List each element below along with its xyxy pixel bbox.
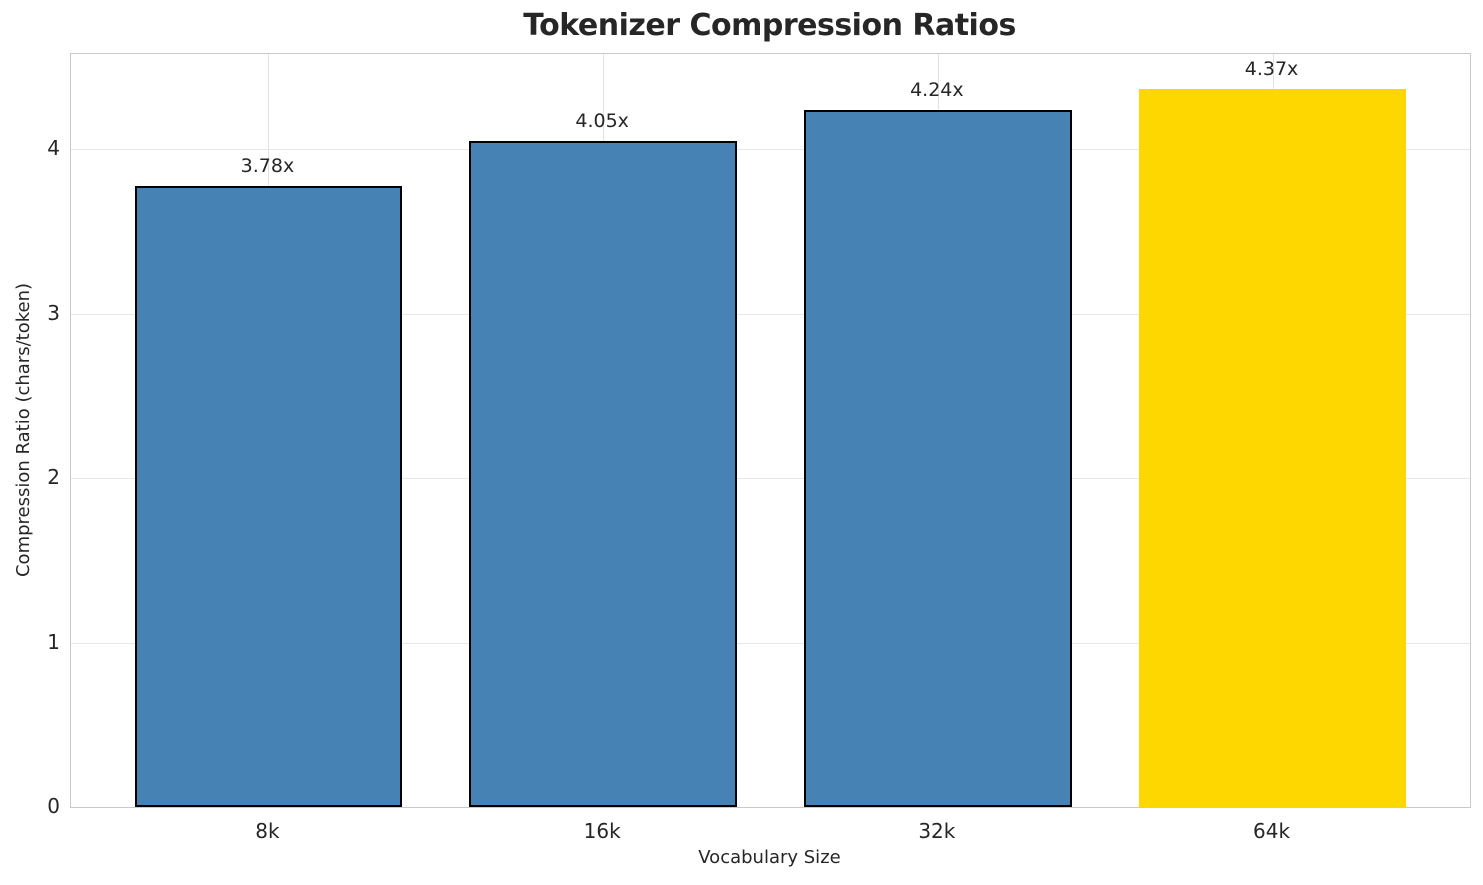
- bar-value-label-8k: 3.78x: [240, 154, 295, 177]
- bar-64k: [1138, 88, 1407, 807]
- y-tick-label-3: 3: [47, 300, 60, 325]
- bar-value-label-64k: 4.37x: [1244, 57, 1299, 80]
- bar-value-label-16k: 4.05x: [575, 110, 629, 133]
- chart-title: Tokenizer Compression Ratios: [523, 8, 1016, 43]
- y-tick-label-2: 2: [47, 465, 60, 490]
- bar-8k: [134, 185, 403, 807]
- bar-16k: [469, 141, 738, 807]
- x-tick-label-32k: 32k: [918, 819, 956, 843]
- x-tick-label-64k: 64k: [1253, 819, 1291, 843]
- gridline-h-3: [71, 313, 1470, 315]
- gridline-h-4: [71, 149, 1470, 151]
- gridline-h-1: [71, 642, 1470, 644]
- y-tick-label-4: 4: [47, 136, 60, 161]
- bar-32k: [803, 109, 1072, 807]
- x-tick-label-8k: 8k: [255, 819, 280, 843]
- x-axis-label: Vocabulary Size: [698, 847, 841, 868]
- x-tick-label-16k: 16k: [583, 819, 621, 843]
- y-tick-label-0: 0: [47, 794, 60, 818]
- bar-value-label-32k: 4.24x: [910, 78, 964, 101]
- gridline-h-2: [71, 478, 1470, 480]
- y-tick-label-1: 1: [47, 629, 60, 654]
- y-axis-label: Compression Ratio (chars/token): [13, 283, 34, 578]
- plot-area: [70, 53, 1471, 808]
